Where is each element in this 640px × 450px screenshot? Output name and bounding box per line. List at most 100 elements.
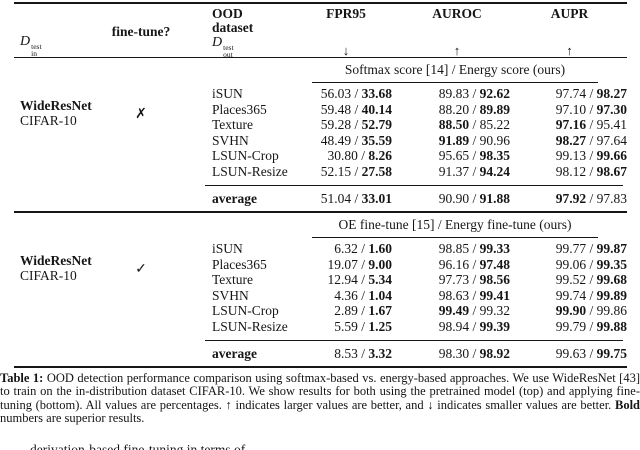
value-left: 99.13 — [555, 148, 587, 163]
value-left: 91.89 — [438, 132, 470, 148]
spacer-cell — [14, 164, 106, 180]
value-right: 97.48 — [479, 256, 510, 272]
value-left: 98.63 — [438, 287, 470, 303]
spacer-cell — [14, 148, 106, 164]
value-left: 98.85 — [438, 241, 470, 256]
value-left: 99.63 — [555, 345, 587, 361]
aupr-cell: 97.74 / 98.27 — [555, 86, 627, 101]
fpr95-cell: 30.80 / 8.26 — [327, 148, 392, 163]
table-top-rule — [14, 2, 627, 4]
value-left: 98.30 — [438, 345, 470, 361]
value-left: 99.79 — [555, 318, 587, 334]
auroc-column-header: AUROC ↑ — [432, 6, 482, 58]
aupr-cell: 99.13 / 99.66 — [555, 148, 627, 163]
spacer-cell — [106, 148, 176, 164]
value-left: 88.20 — [438, 101, 470, 117]
finetune-check-mark: ✓ — [135, 262, 147, 277]
value-right: 99.89 — [596, 287, 627, 303]
value-right: 97.64 — [596, 132, 627, 148]
spacer-cell — [14, 133, 106, 149]
aupr-cell: 97.16 / 95.41 — [555, 117, 627, 132]
value-right: 98.56 — [479, 272, 510, 287]
value-left: 99.49 — [438, 303, 470, 318]
caption-segment: Table 1: — [0, 371, 47, 385]
table-row: iSUN 6.32 / 1.60 98.85 / 99.33 99.77 / 99.8… — [14, 241, 627, 257]
value-right: 94.24 — [479, 163, 510, 179]
auroc-cell: 98.63 / 99.41 — [438, 287, 510, 303]
value-right: 1.04 — [368, 287, 392, 303]
value-right: 99.41 — [479, 287, 510, 303]
value-left: 51.04 — [320, 190, 352, 206]
table-row: iSUN 56.03 / 33.68 89.83 / 92.62 97.74 / 98… — [14, 86, 627, 102]
auroc-cell: 95.65 / 98.35 — [438, 148, 510, 163]
spacer-cell — [106, 241, 176, 257]
spacer-cell — [106, 164, 176, 180]
block-divider-rule — [14, 211, 627, 213]
value-left: 52.15 — [320, 163, 352, 179]
value-right: 92.62 — [479, 86, 510, 101]
auroc-cell: 96.16 / 97.48 — [438, 256, 510, 272]
spacer-cell — [106, 133, 176, 149]
value-right: 95.41 — [596, 117, 627, 132]
table-row: LSUN-Crop 30.80 / 8.26 95.65 / 98.35 99.13 … — [14, 148, 627, 164]
value-right: 99.35 — [596, 256, 627, 272]
fpr95-cell: 48.49 / 35.59 — [320, 132, 392, 148]
auroc-cell: 91.37 / 94.24 — [438, 163, 510, 179]
value-right: 90.96 — [479, 132, 510, 148]
value-right: 99.33 — [479, 241, 510, 256]
fpr95-cell: 8.53 / 3.32 — [334, 345, 392, 361]
table-bottom-rule — [14, 366, 627, 368]
table-row: SVHN 48.49 / 35.59 91.89 / 90.96 98.27 / 97… — [14, 133, 627, 149]
fpr95-cell: 5.59 / 1.25 — [334, 318, 392, 334]
value-left: 2.89 — [334, 303, 358, 318]
ood-dataset-name: average — [212, 345, 257, 361]
value-right: 33.68 — [361, 86, 392, 101]
fpr95-cell: 59.48 / 40.14 — [320, 101, 392, 117]
value-right: 1.60 — [368, 241, 392, 256]
auroc-cell: 98.30 / 98.92 — [438, 345, 510, 361]
value-left: 98.27 — [555, 132, 587, 148]
aupr-cell: 99.06 / 99.35 — [555, 256, 627, 272]
fpr95-column-header: FPR95 ↓ — [326, 6, 366, 58]
value-right: 9.00 — [368, 256, 392, 272]
ood-dataset-name: iSUN — [212, 86, 243, 101]
value-left: 48.49 — [320, 132, 352, 148]
value-left: 59.28 — [320, 117, 352, 132]
fpr95-cell: 56.03 / 33.68 — [320, 86, 392, 101]
up-arrow-icon: ↑ — [566, 43, 573, 58]
aupr-cell: 97.92 / 97.83 — [555, 190, 627, 206]
value-left: 97.92 — [555, 190, 587, 206]
value-left: 97.10 — [555, 101, 587, 117]
average-row: average 8.53 / 3.32 98.30 / 98.92 99.63 / 9… — [14, 341, 627, 366]
aupr-cell: 99.52 / 99.68 — [555, 272, 627, 287]
ood-dataset-name: average — [212, 190, 257, 206]
spacer-cell — [106, 319, 176, 335]
auroc-cell: 97.73 / 98.56 — [438, 272, 510, 287]
finetuned-results-block: OE fine-tune [15] / Energy fine-tune (ou… — [14, 213, 627, 366]
value-left: 8.53 — [334, 345, 358, 361]
ood-dataset-name: Texture — [212, 117, 254, 132]
spacer-cell — [106, 303, 176, 319]
dataset-rows: iSUN 6.32 / 1.60 98.85 / 99.33 99.77 / 99.8… — [14, 237, 627, 340]
ood-dataset-name: LSUN-Crop — [212, 148, 279, 163]
method-span-header: OE fine-tune [15] / Energy fine-tune (ou… — [14, 213, 627, 238]
value-left: 96.16 — [438, 256, 470, 272]
average-divider-rule — [205, 340, 623, 341]
value-right: 5.34 — [368, 272, 392, 287]
value-left: 6.32 — [334, 241, 358, 256]
aupr-column-header: AUPR ↑ — [550, 6, 589, 58]
value-right: 99.66 — [596, 148, 627, 163]
value-left: 95.65 — [438, 148, 470, 163]
aupr-cell: 99.90 / 99.86 — [555, 303, 627, 318]
table-row: Places365 59.48 / 40.14 88.20 / 89.89 97.10… — [14, 102, 627, 118]
value-right: 97.83 — [596, 190, 627, 206]
auroc-cell: 88.20 / 89.89 — [438, 101, 510, 117]
spacer-cell — [14, 319, 106, 335]
value-right: 99.75 — [596, 345, 627, 361]
table-row: LSUN-Resize 52.15 / 27.58 91.37 / 94.24 98.… — [14, 164, 627, 180]
value-left: 4.36 — [334, 287, 358, 303]
value-right: 8.26 — [368, 148, 392, 163]
